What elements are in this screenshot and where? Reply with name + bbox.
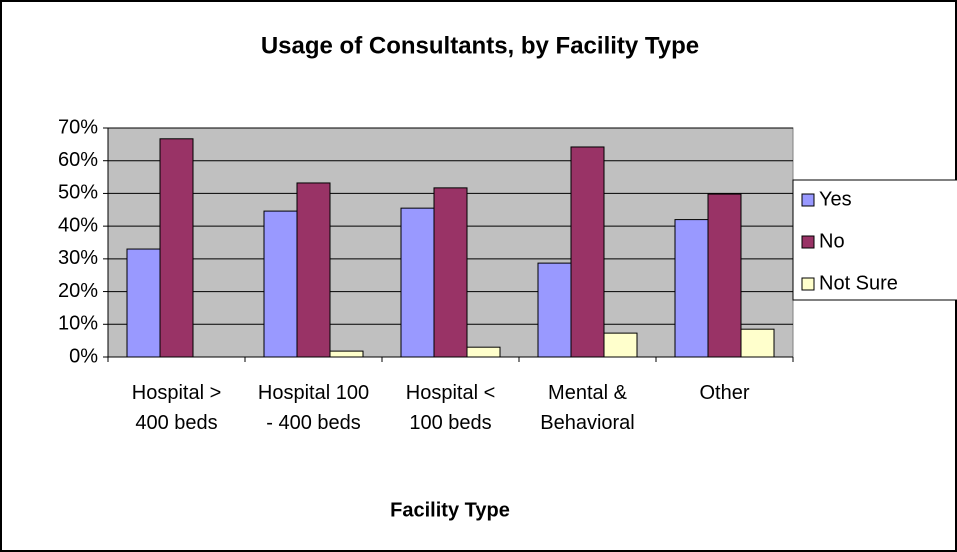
- legend-swatch: [801, 277, 815, 291]
- bar: [740, 328, 775, 358]
- legend-box: [792, 179, 957, 301]
- y-tick-label: 70%: [58, 116, 98, 138]
- legend-swatch: [801, 235, 815, 249]
- y-tick-label: 10%: [58, 313, 98, 335]
- x-tick-label: Hospital < 100 beds: [405, 382, 496, 434]
- bar: [603, 332, 638, 358]
- y-tick-label: 60%: [58, 149, 98, 171]
- bar: [537, 262, 572, 358]
- bar: [329, 350, 364, 358]
- bar: [159, 138, 194, 358]
- x-tick-label: Other: [699, 382, 750, 404]
- x-tick-label: Mental & Behavioral: [540, 382, 635, 434]
- legend-label: No: [819, 230, 845, 252]
- bar: [296, 182, 331, 358]
- bar: [400, 207, 435, 358]
- legend-label: Yes: [819, 188, 852, 210]
- x-tick-label: Hospital 100 - 400 beds: [257, 382, 370, 434]
- legend-swatch: [801, 193, 815, 207]
- bar: [126, 248, 161, 358]
- bar: [263, 210, 298, 358]
- bar: [707, 193, 742, 358]
- y-tick-label: 40%: [58, 214, 98, 236]
- x-tick-label: Hospital > 400 beds: [131, 382, 222, 434]
- bar: [466, 346, 501, 358]
- legend-label: Not Sure: [819, 272, 898, 294]
- bar: [674, 219, 709, 358]
- y-tick-label: 30%: [58, 247, 98, 269]
- chart-title: Usage of Consultants, by Facility Type: [261, 32, 699, 59]
- x-axis-title: Facility Type: [390, 499, 510, 521]
- bar: [433, 187, 468, 358]
- bar: [570, 146, 605, 358]
- y-tick-label: 20%: [58, 280, 98, 302]
- y-tick-label: 50%: [58, 182, 98, 204]
- y-tick-label: 0%: [69, 345, 98, 367]
